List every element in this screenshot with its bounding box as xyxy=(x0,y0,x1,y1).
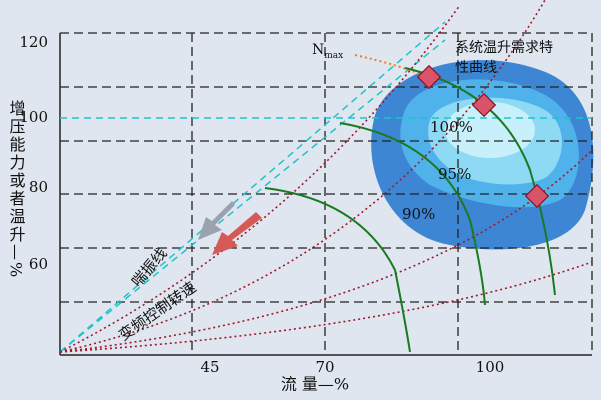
y-tick-label: 60 xyxy=(29,255,48,273)
efficiency-label: 90% xyxy=(402,205,435,223)
system-curves xyxy=(59,0,593,353)
x-axis-label: 流 量—% xyxy=(281,375,349,394)
system-curve xyxy=(59,149,593,353)
surge-line xyxy=(59,39,446,353)
operating-point xyxy=(524,183,550,209)
operating-points xyxy=(416,64,550,209)
system-curve xyxy=(59,4,461,353)
system-curve xyxy=(59,261,593,353)
x-tick-label: 100 xyxy=(476,358,505,376)
system-curve-label: 性曲线 xyxy=(455,60,497,76)
speed-curve xyxy=(404,67,556,296)
nmax-label: Nmax xyxy=(312,42,343,61)
surge-line xyxy=(59,21,446,353)
x-tick-label: 45 xyxy=(200,358,219,376)
y-tick-label: 100 xyxy=(19,108,48,126)
speed-curve xyxy=(264,187,411,353)
system-curve-label: 系统温升需求特 xyxy=(455,40,553,56)
x-tick-label: 70 xyxy=(315,358,334,376)
efficiency-label: 95% xyxy=(438,165,471,183)
efficiency-label: 100% xyxy=(430,118,473,136)
speed-curves xyxy=(264,67,556,353)
y-tick-label: 120 xyxy=(19,33,48,51)
y-tick-label: 80 xyxy=(29,178,48,196)
region-core xyxy=(445,102,535,158)
speed-curve xyxy=(339,122,486,306)
operating-point xyxy=(416,64,442,90)
nmax-sub: max xyxy=(324,51,343,61)
nmax-main: N xyxy=(312,42,324,58)
arrow xyxy=(198,201,235,240)
y-axis-label: 增压能力或者温升—% xyxy=(7,100,26,279)
system-curve xyxy=(59,0,546,353)
operating-point xyxy=(471,92,497,118)
arrow xyxy=(212,212,262,255)
